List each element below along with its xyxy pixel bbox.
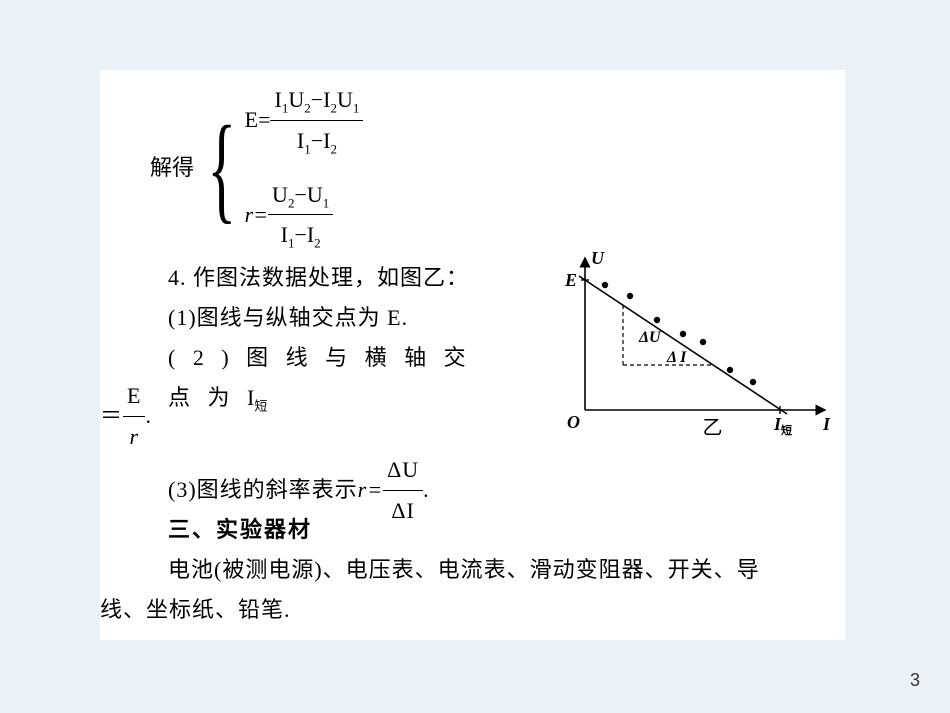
chart-svg: U I O E I短 ΔUΔ I 乙 [535,250,835,445]
t: 1 [323,195,330,210]
svg-text:Δ I: Δ I [666,349,687,366]
svg-text:U: U [591,250,605,268]
svg-text:ΔU: ΔU [638,329,662,346]
left-brace: { [207,118,236,218]
t: 1 [353,100,360,115]
eq1-fraction: I1U2−I2U1 I1−I2 [270,80,363,161]
l5-a: (1)图线与纵轴交点为 [168,305,387,330]
l6b-den: r [123,417,145,457]
section-heading: 三、实验器材 [168,510,312,550]
equation-lines: E= I1U2−I2U1 I1−I2 r= [245,80,364,255]
t: −U [294,182,322,207]
line-6: ( 2 ) 图 线 与 横 轴 交 点 为 I短 [168,338,508,417]
t: −I [311,128,331,153]
l6b-frac: E r [123,376,145,456]
l6b-num: E [123,376,145,417]
t: −I [294,222,314,247]
t: I [281,222,288,247]
page: 解得 { E= I1U2−I2U1 I1−I2 [0,0,950,713]
l6-sub: 短 [254,398,267,413]
l7-den: ΔI [383,491,423,531]
l6b-period: . [145,396,152,436]
line-9: 电池(被测电源)、电压表、电流表、滑动变阻器、开关、导 [168,550,828,590]
l7-num: ΔU [383,450,423,491]
t: 2 [314,236,321,251]
svg-text:乙: 乙 [703,417,723,439]
eq1-lhs: E= [245,100,271,140]
solve-label: 解得 [150,148,194,188]
t: 2 [330,141,337,156]
equation-line-1: E= I1U2−I2U1 I1−I2 [245,80,364,161]
svg-text:I: I [822,414,831,434]
l6-a: ( 2 ) 图 线 与 横 轴 交 点 为 [168,345,472,410]
l7-period: . [423,470,430,510]
l7-a: (3)图线的斜率表示 [168,470,358,510]
equation-block: 解得 { E= I1U2−I2U1 I1−I2 [150,80,363,255]
svg-text:E: E [564,270,577,290]
svg-text:O: O [567,412,580,432]
t: U [288,87,304,112]
svg-text:I短: I短 [773,414,792,437]
equation-line-2: r= U2−U1 I1−I2 [245,175,364,256]
t: I [274,87,281,112]
t: U [337,87,353,112]
line-5: (1)图线与纵轴交点为 E. [168,298,408,338]
line-6b: ＝ E r . [100,376,152,456]
l6b-eq: ＝ [100,396,123,436]
l5-b: E. [387,305,408,330]
t: U [272,182,288,207]
eq2-lhs: r= [245,195,268,235]
l7-b: r= [358,470,383,510]
chart-container: U I O E I短 ΔUΔ I 乙 [535,250,835,450]
line-4: 4. 作图法数据处理，如图乙： [168,258,469,298]
t: −I [311,87,331,112]
content-card: 解得 { E= I1U2−I2U1 I1−I2 [100,70,845,640]
content-inner: 解得 { E= I1U2−I2U1 I1−I2 [100,70,845,640]
eq2-fraction: U2−U1 I1−I2 [268,175,333,256]
l7-frac: ΔU ΔI [383,450,423,530]
page-number: 3 [910,670,920,691]
line-10: 线、坐标纸、铅笔. [100,590,291,630]
